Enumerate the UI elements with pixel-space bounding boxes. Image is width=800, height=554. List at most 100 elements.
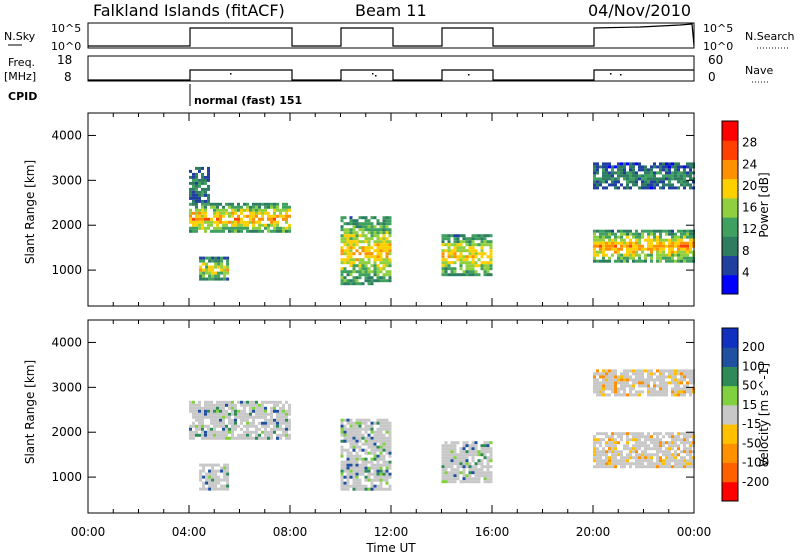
station-title: Falkland Islands (fitACF) bbox=[93, 1, 285, 20]
nsky-tick-bottom: 10^0 bbox=[51, 40, 81, 53]
nsky-trace bbox=[88, 23, 695, 47]
velocity-colorbar-seg-5 bbox=[722, 385, 738, 406]
power-scatter bbox=[189, 162, 695, 286]
velocity-colorbar-seg-4 bbox=[722, 404, 738, 425]
power-colorbar-tick-3: 16 bbox=[742, 201, 757, 215]
velocity-scatter bbox=[189, 369, 695, 491]
nsky-label: N.Sky bbox=[4, 30, 36, 43]
cpid-row: CPID normal (fast) 151 bbox=[8, 84, 302, 107]
velocity-colorbar-label: Velocity [m s^-1] bbox=[757, 363, 771, 467]
nave-tick-bottom: 0 bbox=[708, 70, 716, 84]
velocity-colorbar-seg-3 bbox=[722, 424, 738, 444]
power-colorbar-seg-4 bbox=[722, 197, 738, 218]
velocity-colorbar-seg-8 bbox=[722, 328, 738, 348]
time-tick-label-4: 16:00 bbox=[475, 525, 510, 539]
power-colorbar-tick-6: 28 bbox=[742, 136, 757, 150]
power-colorbar-tick-0: 4 bbox=[742, 265, 750, 279]
power-region-1 bbox=[189, 166, 210, 203]
velocity-colorbar-tick-3: 15 bbox=[742, 398, 757, 412]
nsky-tick-top: 10^5 bbox=[51, 22, 81, 35]
nsearch-label: N.Search bbox=[745, 30, 795, 43]
power-colorbar-tick-1: 8 bbox=[742, 244, 750, 258]
velocity-region-5 bbox=[593, 369, 695, 397]
time-axis-labels: 00:00 04:00 08:00 12:00 16:00 20:00 00:00 bbox=[71, 525, 712, 539]
freq-tick-bottom: 8 bbox=[64, 70, 72, 84]
power-ylabel: Slant Range [km] bbox=[23, 160, 37, 264]
power-colorbar: 4 8 12 16 20 24 28 bbox=[721, 120, 757, 295]
power-panel: 1000 2000 3000 4000 Slant Range [km] 4 8 12 16… bbox=[23, 112, 771, 307]
velocity-x-ticks bbox=[87, 320, 695, 513]
velocity-colorbar-seg-1 bbox=[722, 462, 738, 483]
power-ytick-label-1: 2000 bbox=[51, 218, 82, 232]
power-colorbar-seg-6 bbox=[722, 159, 738, 180]
power-colorbar-seg-5 bbox=[722, 178, 738, 199]
time-axis-title: Time UT bbox=[365, 541, 416, 554]
nave-label: Nave bbox=[745, 64, 773, 77]
velocity-ytick-label-0: 1000 bbox=[51, 470, 82, 484]
velocity-frame bbox=[87, 319, 695, 514]
power-region-3 bbox=[340, 216, 392, 286]
velocity-ytick-label-3: 4000 bbox=[51, 335, 82, 349]
power-region-4 bbox=[441, 234, 493, 277]
power-ytick-label-2: 3000 bbox=[51, 173, 82, 187]
nsearch-tick-top: 10^5 bbox=[703, 22, 733, 35]
power-region-2 bbox=[199, 256, 230, 281]
velocity-colorbar: 200 100 50 15 -15 -50 -100 -200 bbox=[721, 327, 769, 502]
freq-panel: Freq. [MHz] 18 8 60 0 Nave bbox=[4, 53, 773, 84]
velocity-colorbar-seg-0 bbox=[722, 481, 738, 502]
power-region-5 bbox=[593, 229, 695, 263]
nsky-frame bbox=[87, 22, 695, 49]
velocity-region-3 bbox=[441, 441, 493, 484]
cpid-text: normal (fast) 151 bbox=[194, 94, 302, 107]
power-colorbar-tick-5: 24 bbox=[742, 157, 757, 171]
time-tick-label-3: 12:00 bbox=[374, 525, 409, 539]
power-colorbar-tick-2: 12 bbox=[742, 222, 757, 236]
power-colorbar-seg-8 bbox=[722, 121, 738, 141]
freq-label-line2: [MHz] bbox=[4, 70, 36, 83]
nave-dots bbox=[230, 73, 622, 77]
velocity-colorbar-tick-1: 100 bbox=[742, 359, 765, 373]
freq-tick-top: 18 bbox=[57, 53, 72, 67]
time-tick-label-1: 04:00 bbox=[172, 525, 207, 539]
velocity-panel: 1000 2000 3000 4000 Slant Range [km] 200 100… bbox=[23, 319, 771, 514]
nave-tick-top: 60 bbox=[708, 53, 723, 67]
time-tick-label-2: 08:00 bbox=[273, 525, 308, 539]
time-tick-label-5: 20:00 bbox=[576, 525, 611, 539]
velocity-colorbar-seg-7 bbox=[722, 347, 738, 367]
power-colorbar-tick-4: 20 bbox=[742, 179, 757, 193]
nsky-panel: N.Sky 10^5 10^0 10^5 10^0 N.Search bbox=[4, 22, 795, 53]
velocity-ytick-label-1: 2000 bbox=[51, 425, 82, 439]
power-x-ticks bbox=[87, 113, 695, 306]
freq-label-line1: Freq. bbox=[8, 56, 35, 69]
power-y-ticks: 1000 2000 3000 4000 bbox=[51, 128, 694, 277]
velocity-region-0 bbox=[189, 400, 291, 440]
velocity-colorbar-tick-7: -200 bbox=[742, 475, 769, 489]
power-colorbar-seg-1 bbox=[722, 255, 738, 276]
velocity-ytick-label-2: 3000 bbox=[51, 380, 82, 394]
power-region-0 bbox=[189, 202, 291, 233]
velocity-region-2 bbox=[340, 418, 392, 491]
time-tick-label-0: 00:00 bbox=[71, 525, 106, 539]
velocity-colorbar-tick-0: 200 bbox=[742, 340, 765, 354]
power-ytick-label-3: 4000 bbox=[51, 128, 82, 142]
power-colorbar-seg-3 bbox=[722, 217, 738, 237]
velocity-region-4 bbox=[593, 432, 695, 469]
velocity-colorbar-seg-2 bbox=[722, 443, 738, 464]
power-colorbar-label: Power [dB] bbox=[757, 172, 771, 237]
power-colorbar-seg-0 bbox=[722, 274, 738, 295]
velocity-colorbar-tick-6: -100 bbox=[742, 456, 769, 470]
velocity-y-ticks: 1000 2000 3000 4000 bbox=[51, 335, 694, 484]
velocity-colorbar-tick-4: -15 bbox=[742, 417, 762, 431]
velocity-colorbar-tick-2: 50 bbox=[742, 379, 757, 393]
freq-trace bbox=[88, 69, 694, 81]
nsearch-tick-bottom: 10^0 bbox=[703, 40, 733, 53]
velocity-ylabel: Slant Range [km] bbox=[23, 360, 37, 464]
time-tick-label-6: 00:00 bbox=[677, 525, 712, 539]
beam-title: Beam 11 bbox=[355, 1, 427, 20]
power-ytick-label-0: 1000 bbox=[51, 263, 82, 277]
velocity-colorbar-seg-6 bbox=[722, 366, 738, 387]
velocity-region-1 bbox=[199, 463, 230, 491]
power-colorbar-seg-7 bbox=[722, 140, 738, 160]
freq-frame bbox=[87, 55, 695, 82]
